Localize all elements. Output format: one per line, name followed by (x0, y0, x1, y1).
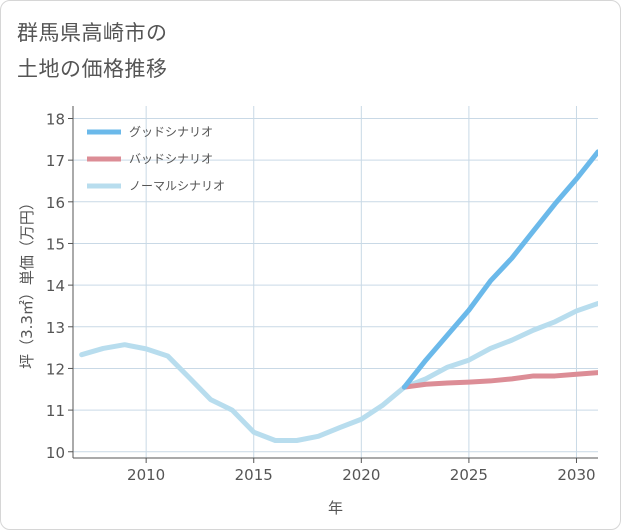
y-axis-title: 坪（3.3㎡）単価（万円） (18, 195, 36, 369)
chart-title-line-1: 群馬県高崎市の (17, 21, 168, 45)
y-tick-label-11: 11 (46, 402, 65, 420)
chart-title-line-2: 土地の価格推移 (17, 57, 168, 81)
legend-label-2: ノーマルシナリオ (129, 179, 225, 193)
x-tick-label-2025: 2025 (450, 466, 488, 484)
x-tick-label-2030: 2030 (557, 466, 595, 484)
series-line-1 (401, 370, 598, 390)
y-tick-label-16: 16 (46, 194, 65, 212)
y-tick-label-17: 17 (46, 152, 65, 170)
y-tick-label-18: 18 (46, 110, 65, 128)
grid-lines (73, 106, 598, 458)
y-tick-label-12: 12 (46, 360, 65, 378)
y-tick-label-10: 10 (46, 444, 65, 462)
legend-label-1: バッドシナリオ (129, 152, 213, 166)
series-line-0 (401, 149, 598, 390)
series-lines (79, 149, 598, 443)
series-line-2 (79, 300, 598, 443)
x-axis-title: 年 (328, 499, 343, 517)
legend-label-0: グッドシナリオ (129, 125, 213, 139)
y-tick-label-14: 14 (46, 277, 65, 295)
x-tick-label-2010: 2010 (127, 466, 165, 484)
x-tick-label-2015: 2015 (235, 466, 273, 484)
x-tick-label-2020: 2020 (342, 466, 380, 484)
y-tick-label-15: 15 (46, 235, 65, 253)
y-tick-label-13: 13 (46, 319, 65, 337)
axes: 10 11 12 13 14 15 16 17 18 2010 2015 2020 2025 2030 年 坪… (18, 106, 598, 517)
